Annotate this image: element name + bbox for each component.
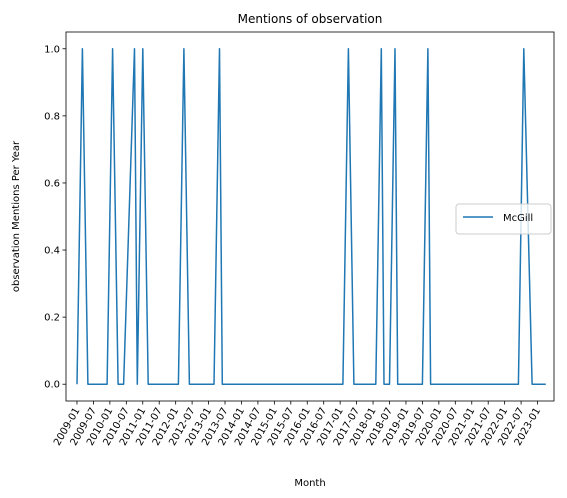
y-tick-label: 0.4: [44, 246, 60, 257]
legend-label-mcgill: McGill: [503, 213, 533, 224]
y-tick-label: 1.0: [44, 44, 60, 55]
y-tick-label: 0.0: [44, 380, 60, 391]
y-axis: 0.0 0.2 0.4 0.6 0.8 1.0: [44, 44, 66, 391]
y-tick-label: 0.8: [44, 111, 60, 122]
y-axis-label: observation Mentions Per Year: [11, 140, 22, 292]
x-axis: 2009-012009-072010-012010-072011-012011-…: [52, 401, 543, 448]
legend-box: [455, 203, 552, 235]
y-tick-label: 0.2: [44, 313, 60, 324]
chart-title: Mentions of observation: [238, 12, 383, 26]
series-line-0: [76, 48, 546, 385]
x-axis-label: Month: [294, 478, 325, 489]
y-tick-label: 0.6: [44, 178, 60, 189]
plot-content: [76, 48, 546, 385]
plot-frame: [65, 31, 555, 402]
legend: McGill: [455, 203, 552, 235]
